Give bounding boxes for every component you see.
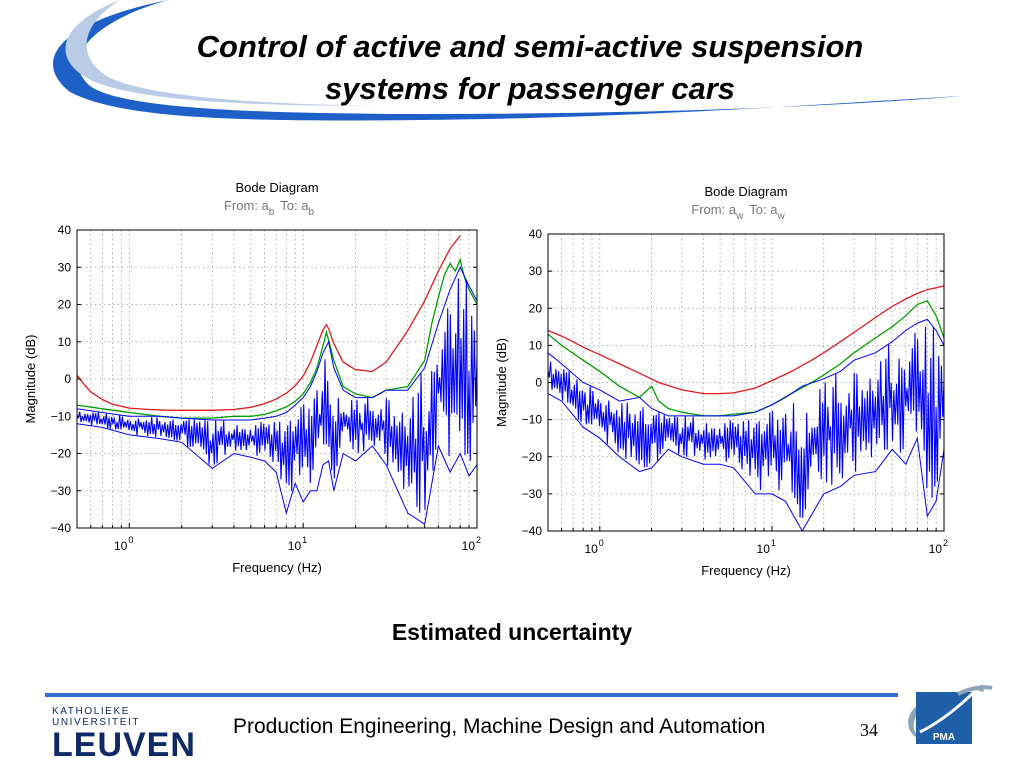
y-tick-label: −40: [522, 524, 543, 538]
subtitle-to-subscript: b: [308, 207, 314, 218]
y-tick-label: 20: [529, 301, 543, 315]
ku-leuven-logo: KATHOLIEKE UNIVERSITEIT LEUVEN: [52, 706, 222, 762]
subtitle-to: To: a: [749, 202, 778, 217]
x-tick-label-base: 10: [757, 542, 771, 556]
y-tick-label: −20: [51, 447, 72, 461]
y-tick-label: 10: [529, 338, 543, 352]
subtitle-to: To: a: [280, 198, 309, 213]
chart-title: Bode Diagram: [235, 180, 318, 195]
series-measured-upper-edge: [77, 266, 477, 421]
y-tick-label: −30: [51, 484, 72, 498]
x-tick-label-exp: 1: [771, 538, 776, 548]
series-measured-lower-edge: [77, 423, 477, 526]
series-lower-bound: [77, 257, 477, 419]
y-tick-label: −20: [522, 450, 543, 464]
x-tick-label-base: 10: [288, 539, 302, 553]
data-area: [548, 285, 944, 531]
pma-logo-text: PMA: [933, 732, 955, 743]
y-tick-label: 40: [58, 223, 72, 237]
bode-chart-left: 40 30 20 10 0 −10 −20 −30 −40 10 0 10 1 10 2 Bode Diagr…: [22, 172, 492, 577]
footer-department-name: Production Engineering, Machine Design a…: [233, 715, 766, 738]
y-axis-label: Magnitude (dB): [23, 335, 38, 424]
chart-subtitle: From: ab To: ab: [224, 198, 315, 218]
page-number: 34: [860, 720, 878, 740]
series-measured-lower-edge: [548, 393, 944, 531]
y-tick-label: 30: [58, 260, 72, 274]
x-tick-label-exp: 2: [476, 535, 481, 545]
y-tick-label: 40: [529, 227, 543, 241]
subtitle-from-subscript: w: [735, 211, 744, 222]
x-tick-label-base: 10: [114, 539, 128, 553]
x-tick-label-base: 10: [929, 542, 943, 556]
chart-subtitle: From: aw To: aw: [691, 202, 785, 222]
chart-title: Bode Diagram: [704, 184, 787, 199]
logo-university-name: LEUVEN: [52, 726, 196, 764]
y-tick-label: 10: [58, 335, 72, 349]
footer-divider: [45, 693, 898, 697]
data-area: [77, 235, 477, 526]
series-measured-spread: [77, 278, 477, 513]
y-tick-label: 0: [535, 376, 542, 390]
series-upper-bound: [548, 285, 944, 395]
logo-university-label: KATHOLIEKE UNIVERSITEIT: [52, 706, 141, 728]
slide-title: Control of active and semi-active suspen…: [120, 26, 940, 110]
title-line-1: Control of active and semi-active suspen…: [196, 29, 864, 64]
x-tick-label-exp: 0: [599, 538, 604, 548]
x-tick-label-base: 10: [462, 539, 476, 553]
y-axis-label: Magnitude (dB): [494, 338, 509, 427]
pma-logo: PMA: [908, 684, 993, 744]
subtitle-from: From: a: [224, 198, 270, 213]
series-upper-bound: [77, 235, 461, 411]
y-tick-label: 20: [58, 298, 72, 312]
y-tick-label: 0: [64, 372, 71, 386]
y-tick-label: −40: [51, 521, 72, 535]
x-axis-label: Frequency (Hz): [232, 560, 322, 575]
x-tick-label-exp: 2: [943, 538, 948, 548]
x-tick-label-base: 10: [584, 542, 598, 556]
y-tick-label: −10: [522, 413, 543, 427]
x-axis-label: Frequency (Hz): [701, 563, 791, 578]
subtitle-to-subscript: w: [776, 211, 785, 222]
x-tick-label-exp: 1: [302, 535, 307, 545]
y-tick-label: −10: [51, 409, 72, 423]
series-measured-upper-edge: [548, 318, 944, 417]
y-tick-label: 30: [529, 264, 543, 278]
title-line-2: systems for passenger cars: [324, 71, 736, 106]
x-tick-label-exp: 0: [128, 535, 133, 545]
bode-chart-right: 40 30 20 10 0 −10 −20 −30 −40 10 0 10 1 10 2 Bode Diagr…: [490, 178, 960, 578]
title-swoosh-decoration: [53, 0, 963, 121]
subtitle-from: From: a: [691, 202, 737, 217]
y-tick-label: −30: [522, 487, 543, 501]
subtitle-from-subscript: b: [269, 207, 275, 218]
grid-lines: [548, 234, 944, 531]
series-measured-spread: [548, 326, 944, 518]
figure-caption: Estimated uncertainty: [391, 619, 633, 645]
